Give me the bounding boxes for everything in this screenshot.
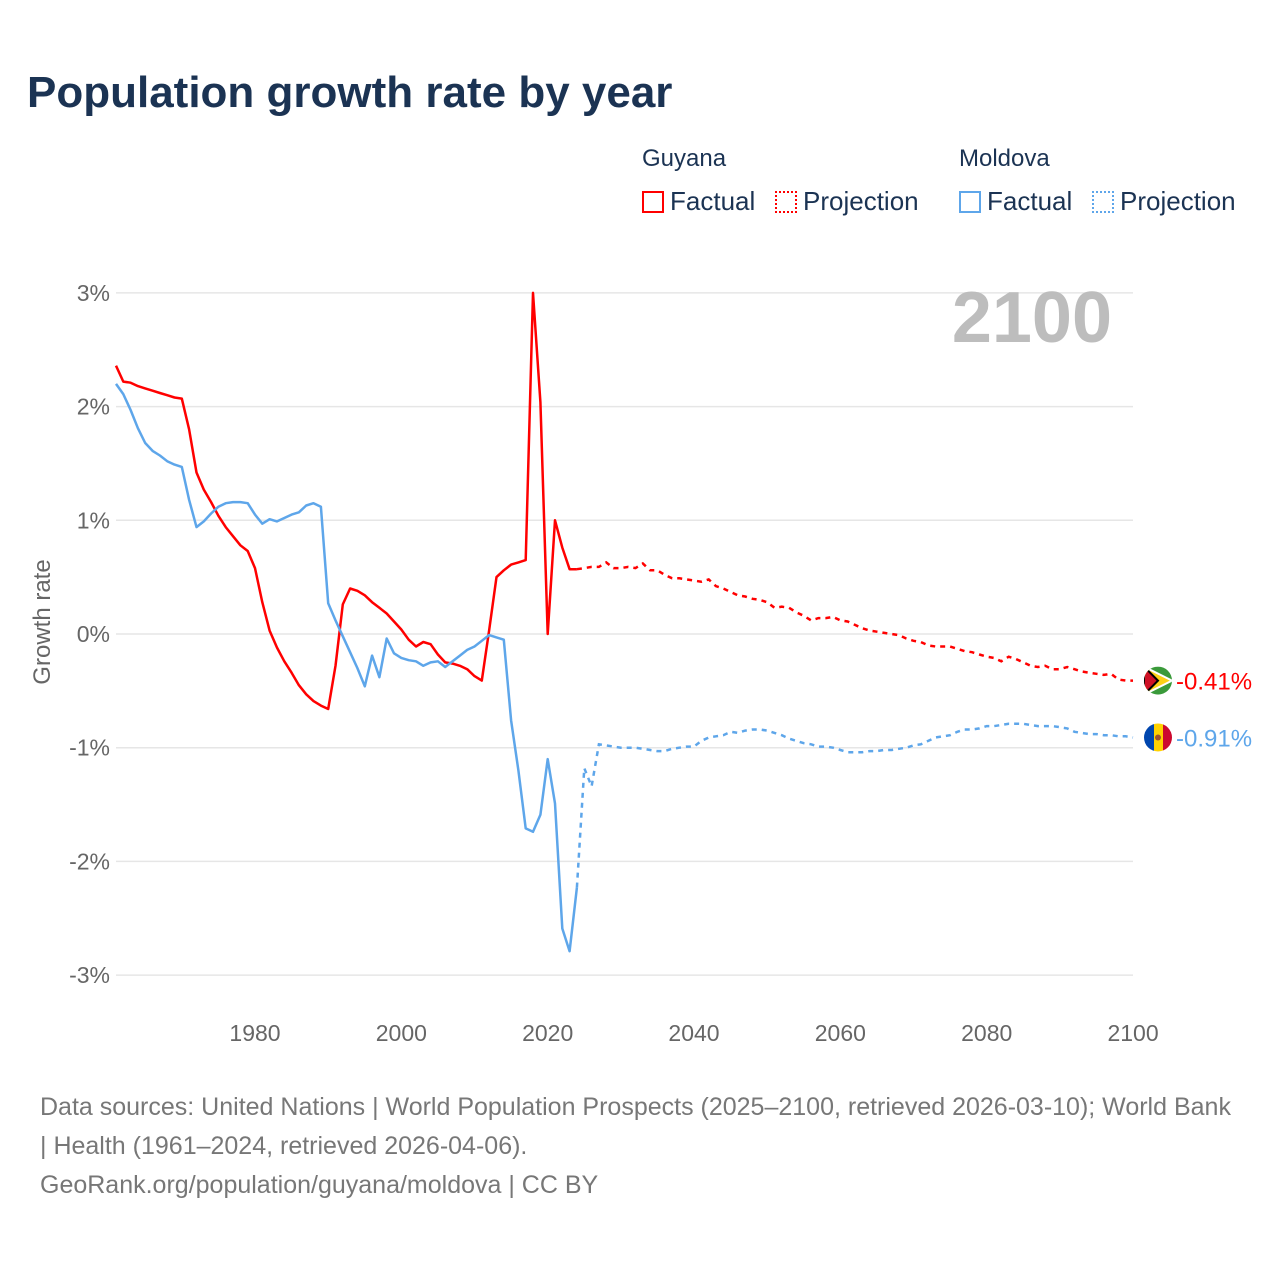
source-line: Data sources: United Nations | World Pop… (40, 1093, 1231, 1160)
x-tick-label: 1980 (229, 1020, 280, 1046)
current-year-label: 2100 (952, 278, 1112, 358)
legend-swatch (1092, 190, 1114, 213)
legend-swatch (642, 190, 664, 213)
legend-label: Factual (987, 186, 1073, 216)
flag-triangle (1144, 666, 1160, 695)
x-tick-label: 2080 (961, 1020, 1012, 1046)
legend-moldova-factual[interactable]: Factual (959, 186, 1072, 217)
moldova-flag-icon (1144, 723, 1172, 752)
y-tick-label: -1% (69, 735, 110, 761)
attribution-link[interactable]: GeoRank.org/population/guyana/moldova | … (40, 1171, 599, 1199)
x-tick-label: 2020 (522, 1020, 573, 1046)
legend-label: Factual (670, 186, 756, 216)
y-tick-label: 3% (77, 280, 110, 306)
legend-swatch (959, 190, 981, 213)
y-tick-label: 2% (77, 394, 110, 420)
x-tick-label: 2060 (815, 1020, 866, 1046)
flag-emblem (1155, 734, 1161, 741)
x-tick-label: 2000 (376, 1020, 427, 1046)
legend-guyana-projection[interactable]: Projection (775, 186, 919, 217)
legend-group-moldova: Moldova (959, 145, 1050, 172)
series-guyana-projection (576, 560, 1133, 682)
source-note: Data sources: United Nations | World Pop… (40, 1088, 1240, 1205)
chart-title: Population growth rate by year (27, 68, 673, 117)
y-axis-label: Growth rate (29, 559, 56, 684)
flag (1144, 666, 1172, 695)
y-tick-label: 0% (77, 621, 110, 647)
legend-moldova-projection[interactable]: Projection (1092, 186, 1236, 217)
flag-blue (1144, 723, 1154, 752)
end-value-label: -0.91% (1176, 725, 1252, 752)
flag-red (1163, 723, 1172, 752)
flag (1144, 723, 1172, 752)
legend-swatch (775, 190, 797, 213)
y-tick-label: -2% (69, 848, 110, 874)
series-moldova-projection (575, 722, 1134, 888)
legend-guyana-factual[interactable]: Factual (642, 186, 755, 217)
legend-label: Projection (1120, 186, 1236, 216)
end-value-label: -0.41% (1176, 669, 1252, 696)
x-tick-label: 2100 (1107, 1020, 1158, 1046)
legend-label: Projection (803, 186, 919, 216)
series-moldova-factual (114, 383, 579, 953)
y-tick-label: 1% (77, 507, 110, 533)
y-tick-label: -3% (69, 962, 110, 988)
x-tick-label: 2040 (668, 1020, 719, 1046)
legend-group-guyana: Guyana (642, 145, 727, 172)
series-guyana-factual (114, 291, 577, 711)
guyana-flag-icon (1144, 666, 1172, 695)
